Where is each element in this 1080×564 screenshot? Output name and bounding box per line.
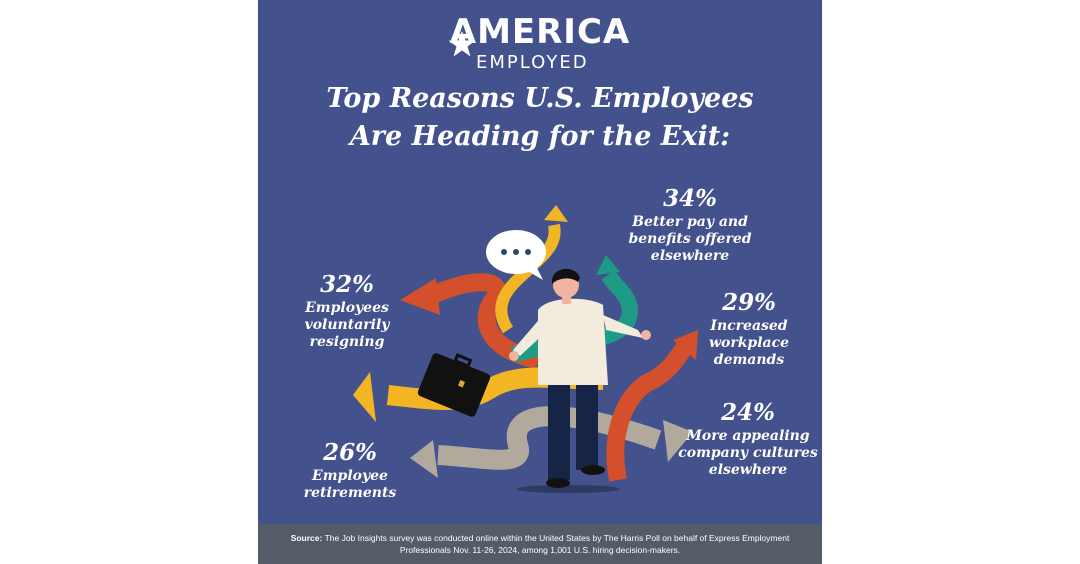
stat-label: Employees — [305, 300, 389, 316]
stat-label: company cultures — [678, 445, 818, 461]
stat-label: elsewhere — [650, 248, 730, 264]
stat-company-cultures: 24% More appealing company cultures else… — [678, 398, 818, 479]
source-text: The Job Insights survey was conducted on… — [324, 533, 790, 555]
star-icon — [448, 31, 476, 57]
stat-workplace-demands: 29% Increased workplace demands — [690, 288, 808, 369]
title-line-1: Top Reasons U.S. Employees — [326, 83, 754, 114]
stat-value: 34% — [663, 185, 717, 212]
orange-arrow-right — [606, 330, 698, 482]
source-footer: Source: The Job Insights survey was cond… — [258, 524, 822, 564]
stat-label: Employee — [312, 468, 388, 484]
stat-better-pay: 34% Better pay and benefits offered else… — [610, 184, 770, 265]
stat-label: voluntarily — [304, 317, 390, 333]
speech-bubble-icon — [486, 230, 546, 280]
stat-value: 26% — [323, 439, 377, 466]
orange-arrow-left — [400, 273, 541, 369]
stat-employee-retirements: 26% Employee retirements — [290, 438, 410, 502]
stat-value: 29% — [722, 289, 776, 316]
stat-label: benefits offered — [628, 231, 752, 247]
stat-value: 24% — [721, 399, 775, 426]
infographic-panel: AMERICA EMPLOYED Top Reasons U.S. Employ… — [258, 0, 822, 564]
logo-line-america: AMERICA — [449, 12, 631, 52]
stat-label: resigning — [309, 334, 385, 350]
worker-arrows-illustration — [353, 205, 698, 493]
stat-value: 32% — [320, 271, 374, 298]
stat-label: Increased — [710, 318, 788, 334]
stat-label: More appealing — [686, 428, 810, 444]
america-employed-logo: AMERICA EMPLOYED — [258, 14, 822, 79]
title-line-2: Are Heading for the Exit: — [349, 121, 731, 152]
stat-label: demands — [713, 352, 785, 368]
stat-label: workplace — [708, 335, 790, 351]
briefcase-icon — [417, 353, 491, 417]
stat-label: Better pay and — [632, 214, 748, 230]
worker-figure — [509, 268, 651, 488]
ground-shadow — [516, 485, 620, 493]
stat-label: retirements — [303, 485, 397, 501]
source-label: Source: — [290, 533, 323, 543]
stat-label: elsewhere — [708, 462, 788, 478]
logo-line-employed: EMPLOYED — [476, 52, 589, 73]
stat-voluntarily-resigning: 32% Employees voluntarily resigning — [282, 270, 412, 351]
page-title: Top Reasons U.S. Employees Are Heading f… — [258, 80, 822, 156]
